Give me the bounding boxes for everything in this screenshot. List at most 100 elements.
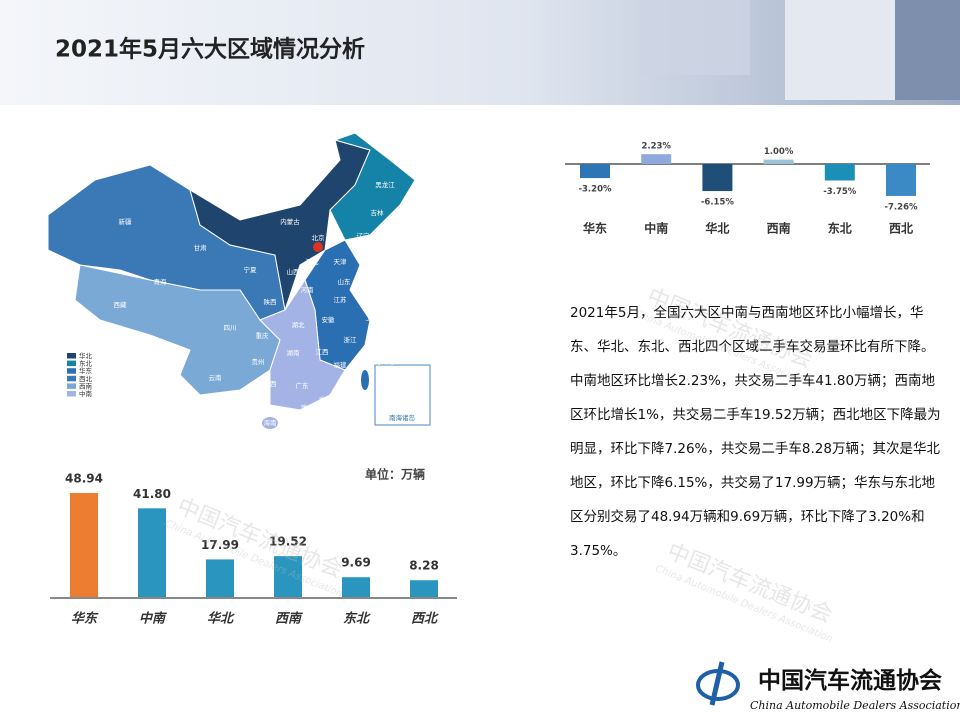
bar bbox=[410, 580, 438, 598]
cube bbox=[640, 0, 750, 75]
x-tick-label: 西北 bbox=[411, 612, 439, 627]
map-label: 江西 bbox=[316, 348, 330, 356]
x-tick-label: 华北 bbox=[207, 611, 235, 627]
x-tick-label: 西南 bbox=[767, 221, 791, 236]
map-label: 北京 bbox=[312, 233, 326, 242]
map-label: 湖北 bbox=[292, 320, 306, 329]
legend-swatch bbox=[67, 368, 76, 374]
hainan bbox=[262, 417, 278, 429]
map-label: 上海 bbox=[366, 313, 380, 322]
bar bbox=[274, 556, 302, 598]
map-label: 吉林 bbox=[371, 208, 385, 217]
map-label: 广东 bbox=[296, 381, 310, 390]
map-label: 南海诸岛 bbox=[389, 413, 415, 422]
map-label: 河北 bbox=[306, 258, 320, 266]
map-label: 新疆 bbox=[119, 217, 133, 226]
bar bbox=[138, 508, 166, 598]
map-label: 钓鱼岛 bbox=[374, 357, 394, 366]
map-label: 陕西 bbox=[264, 297, 278, 306]
paragraph: 中南地区环比增长2.23%，共交易二手车41.80万辆；西南地区环比增长1%，共… bbox=[570, 373, 941, 559]
x-tick-label: 华北 bbox=[705, 221, 729, 236]
region-southwest bbox=[74, 264, 281, 396]
paragraph: 2021年5月，全国六大区中南与西南地区环比小幅增长，华东、华北、东北、西北四个… bbox=[570, 305, 935, 355]
data-label: 2.23% bbox=[641, 142, 671, 152]
region-northeast bbox=[329, 132, 416, 241]
legend-label: 东北 bbox=[79, 359, 93, 368]
data-label: 48.94 bbox=[65, 472, 103, 486]
x-tick-label: 中南 bbox=[644, 221, 668, 236]
bar bbox=[886, 164, 916, 196]
legend-swatch bbox=[67, 353, 76, 359]
map-label: 内蒙古 bbox=[280, 217, 300, 226]
legend-swatch bbox=[67, 391, 76, 397]
cube bbox=[895, 0, 960, 100]
data-label: -7.26% bbox=[884, 202, 917, 212]
footer-org-cn: 中国汽车流通协会 bbox=[758, 667, 942, 694]
map-label: 香港 bbox=[319, 395, 333, 404]
beijing-marker bbox=[313, 242, 323, 252]
legend-label: 西南 bbox=[79, 381, 93, 390]
footer-org-en: China Automobile Dealers Association bbox=[750, 699, 960, 712]
data-label: 9.69 bbox=[341, 556, 371, 570]
data-label: 41.80 bbox=[133, 487, 171, 501]
legend-label: 华北 bbox=[79, 351, 93, 360]
x-tick-label: 西北 bbox=[889, 221, 913, 236]
title: 2021年5月六大区域情况分析 bbox=[55, 36, 365, 63]
map-label: 天津 bbox=[334, 258, 348, 266]
map-label: 四川 bbox=[224, 324, 237, 332]
data-label: 8.28 bbox=[409, 559, 439, 573]
map-label: 河南 bbox=[301, 285, 315, 294]
map-label: 黑龙江 bbox=[375, 180, 395, 189]
logo bbox=[709, 661, 725, 706]
legend-swatch bbox=[67, 383, 76, 389]
x-tick-label: 华东 bbox=[71, 611, 99, 627]
map bbox=[47, 132, 431, 429]
legend-label: 华东 bbox=[79, 366, 93, 375]
map-label: 台湾 bbox=[359, 391, 373, 400]
inset-box bbox=[374, 364, 431, 426]
map-label: 澳门 bbox=[301, 403, 314, 412]
bar bbox=[342, 577, 370, 598]
data-label: -3.75% bbox=[823, 187, 856, 197]
map-label: 湖南 bbox=[287, 348, 301, 357]
taiwan bbox=[361, 370, 369, 390]
map-label: 西藏 bbox=[114, 300, 128, 309]
map-label: 云南 bbox=[209, 373, 223, 382]
bar bbox=[702, 164, 733, 192]
text-block: 2021年5月，全国六大区中南与西南地区环比小幅增长，华东、华北、东北、西北四个… bbox=[570, 296, 942, 568]
region-central-south bbox=[259, 278, 346, 411]
legend-label: 中南 bbox=[79, 389, 93, 398]
map-label: 辽宁 bbox=[357, 231, 371, 240]
map-label: 青海 bbox=[154, 277, 168, 286]
bar bbox=[206, 559, 234, 598]
bar bbox=[580, 164, 610, 179]
map-label: 福建 bbox=[334, 360, 348, 369]
data-label: -3.20% bbox=[578, 185, 611, 195]
legend-label: 西北 bbox=[79, 375, 93, 383]
x-tick-label: 华东 bbox=[583, 221, 607, 236]
map-label: 广西 bbox=[264, 379, 278, 388]
data-label: 19.52 bbox=[269, 535, 307, 549]
bar bbox=[763, 159, 794, 164]
unit-label: 单位：万辆 bbox=[365, 467, 425, 482]
map-label: 海南 bbox=[264, 418, 278, 427]
map-label: 山西 bbox=[287, 267, 301, 276]
map-label: 宁夏 bbox=[244, 265, 258, 274]
legend-swatch bbox=[67, 375, 76, 382]
x-tick-label: 中南 bbox=[139, 611, 167, 627]
map-label: 安徽 bbox=[322, 315, 336, 324]
x-tick-label: 东北 bbox=[343, 611, 371, 627]
bar bbox=[641, 154, 672, 164]
x-tick-label: 东北 bbox=[828, 221, 852, 236]
bar bbox=[824, 164, 855, 181]
x-tick-label: 西南 bbox=[275, 611, 303, 627]
legend-swatch bbox=[67, 360, 76, 367]
data-label: 1.00% bbox=[764, 147, 794, 157]
map-label: 重庆 bbox=[256, 331, 270, 340]
bar bbox=[70, 493, 98, 598]
cube bbox=[785, 0, 895, 100]
data-label: -6.15% bbox=[701, 198, 734, 208]
map-label: 浙江 bbox=[344, 335, 358, 344]
